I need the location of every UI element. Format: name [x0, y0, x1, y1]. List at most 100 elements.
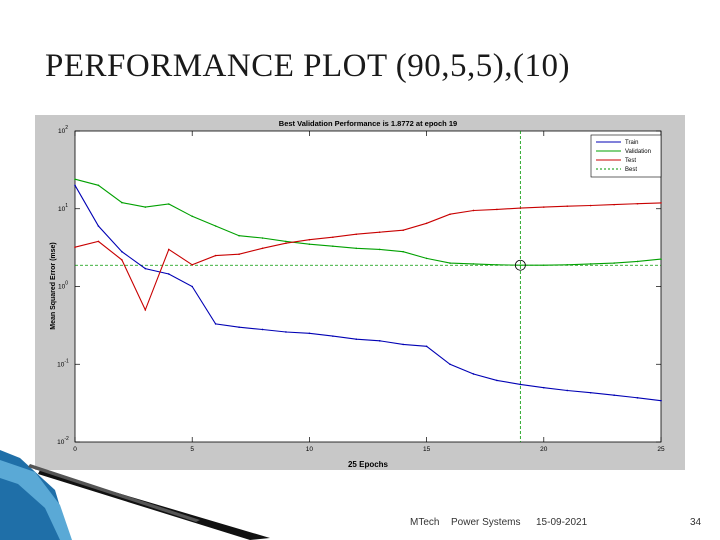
test-data-point: [566, 205, 569, 207]
performance-plot: Best Validation Performance is 1.8772 at…: [50, 119, 665, 469]
validation-series-line: [74, 178, 662, 266]
validation-data-point: [543, 264, 545, 266]
validation-data-point: [238, 234, 240, 237]
validation-data-point: [496, 264, 498, 266]
train-data-point: [449, 363, 451, 366]
test-data-point: [613, 203, 615, 206]
validation-data-point: [261, 237, 264, 239]
train-data-point: [496, 379, 498, 382]
test-data-point: [543, 206, 545, 208]
test-data-point: [636, 202, 639, 205]
train-data-point: [74, 184, 76, 187]
test-data-point: [355, 233, 358, 236]
x-tick-label: 5: [190, 446, 194, 453]
validation-data-point: [472, 263, 475, 265]
validation-data-point: [519, 264, 522, 267]
legend-test-label: Test: [625, 158, 636, 164]
train-data-point: [402, 343, 404, 346]
validation-data-point: [636, 260, 639, 263]
test-data-point: [472, 209, 475, 212]
train-data-point: [261, 328, 264, 331]
footer-course: MTech: [410, 517, 440, 528]
train-data-point: [589, 391, 592, 394]
train-data-point: [144, 267, 147, 270]
train-data-point: [660, 399, 662, 402]
test-data-point: [496, 208, 498, 211]
train-data-point: [285, 331, 287, 333]
validation-data-point: [214, 225, 217, 227]
test-data-point: [519, 207, 522, 209]
validation-data-point: [191, 215, 193, 218]
performance-figure: Best Validation Performance is 1.8772 at…: [35, 115, 685, 470]
test-data-point: [308, 238, 311, 241]
test-data-point: [660, 202, 662, 204]
train-data-point: [167, 273, 170, 275]
y-tick-label: 100: [58, 281, 68, 291]
validation-data-point: [167, 203, 170, 205]
footer-date: 15-09-2021: [536, 517, 588, 528]
validation-data-point: [378, 248, 381, 251]
slide-title: PERFORMANCE PLOT (90,5,5),(10): [45, 48, 571, 84]
train-data-point: [472, 373, 475, 375]
page-number: 34: [690, 517, 702, 528]
train-data-point: [519, 383, 522, 386]
y-axis-label: Mean Squared Error (mse): [50, 242, 57, 330]
validation-data-point: [74, 178, 76, 180]
test-data-point: [332, 236, 334, 239]
validation-data-point: [402, 250, 404, 253]
train-data-point: [332, 335, 334, 337]
validation-data-point: [121, 201, 123, 204]
x-tick-label: 10: [306, 446, 314, 453]
validation-data-point: [566, 264, 569, 266]
corner-swoosh-decoration: [0, 450, 270, 540]
test-data-point: [378, 231, 381, 233]
test-data-point: [214, 254, 217, 257]
validation-data-point: [97, 184, 100, 187]
train-data-point: [378, 340, 381, 342]
train-series-line: [74, 185, 662, 402]
x-tick-label: 20: [540, 446, 548, 453]
plot-area: [74, 130, 662, 443]
train-data-point: [566, 389, 569, 392]
x-tick-label: 15: [423, 446, 431, 453]
train-data-point: [238, 326, 240, 328]
train-data-point: [636, 397, 639, 399]
train-data-point: [308, 332, 311, 335]
y-tick-label: 10-1: [57, 358, 69, 368]
validation-data-point: [355, 247, 358, 250]
train-data-point: [543, 386, 545, 389]
footer-subject: Power Systems: [451, 517, 521, 528]
test-data-point: [97, 240, 100, 243]
train-data-point: [613, 394, 615, 396]
train-data-point: [97, 225, 100, 227]
x-axis-label: 25 Epochs: [348, 460, 389, 469]
test-data-point: [261, 247, 264, 250]
y-tick-label: 101: [58, 203, 68, 213]
validation-data-point: [660, 258, 662, 260]
chart-title: Best Validation Performance is 1.8772 at…: [279, 119, 457, 128]
train-data-point: [355, 338, 358, 340]
test-data-point: [74, 246, 76, 249]
validation-data-point: [285, 240, 287, 243]
legend-train-label: Train: [625, 140, 638, 146]
test-data-point: [144, 309, 147, 311]
test-data-point: [589, 204, 592, 207]
validation-data-point: [449, 262, 451, 264]
test-data-point: [285, 242, 287, 245]
x-tick-label: 25: [657, 446, 665, 453]
validation-data-point: [144, 206, 147, 208]
y-tick-label: 102: [58, 125, 68, 135]
validation-data-point: [589, 263, 592, 265]
test-data-point: [402, 229, 404, 231]
x-tick-label: 0: [73, 446, 77, 453]
test-data-point: [425, 222, 428, 225]
test-series-line: [74, 202, 662, 312]
legend-best-label: Best: [625, 167, 637, 173]
validation-data-point: [332, 245, 334, 247]
y-tick-label: 10-2: [57, 436, 69, 446]
legend-validation-label: Validation: [625, 149, 651, 155]
train-data-point: [191, 285, 193, 288]
test-data-point: [121, 259, 123, 261]
test-data-point: [238, 253, 240, 256]
test-data-point: [167, 248, 170, 251]
